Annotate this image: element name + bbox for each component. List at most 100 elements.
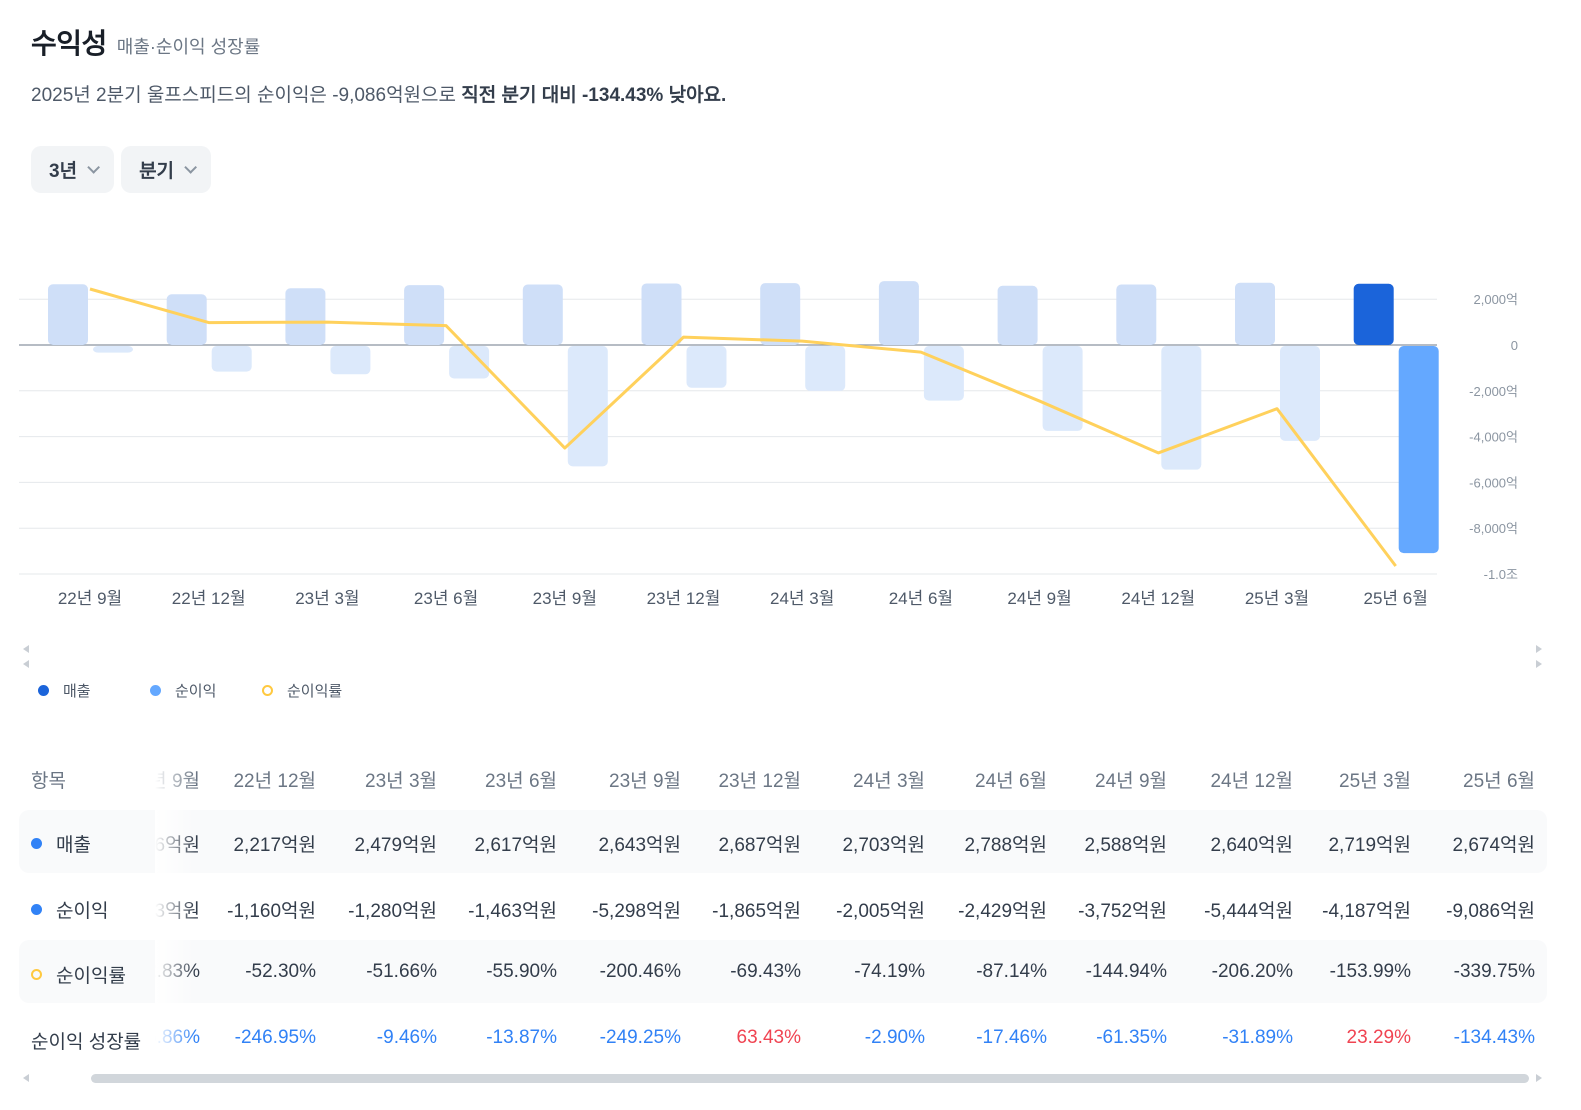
legend-margin-label: 순이익률 bbox=[287, 683, 343, 700]
table-cell: -339.75% bbox=[1453, 961, 1535, 982]
table-cell: -5,298억원 bbox=[592, 901, 681, 922]
table-horizontal-scrollbar[interactable] bbox=[91, 1074, 1529, 1083]
period-range-dropdown[interactable]: 3년 bbox=[31, 146, 115, 193]
table-cell: -4,187억원 bbox=[1322, 901, 1411, 922]
table-scroll-right-icon[interactable] bbox=[1536, 1074, 1542, 1082]
table-cell: -2.90% bbox=[864, 1027, 925, 1048]
summary-highlight: 직전 분기 대비 -134.43% 낮아요. bbox=[461, 85, 727, 106]
revenue-bar bbox=[522, 284, 563, 345]
y-tick-label: -1.0조 bbox=[1484, 567, 1518, 582]
table-header-cell: 23년 9월 bbox=[609, 771, 681, 792]
margin-row-label: 순이익률 bbox=[56, 966, 126, 987]
table-header-cell: 25년 6월 bbox=[1463, 771, 1535, 792]
chart-scroll-left-icon-2[interactable] bbox=[23, 660, 29, 668]
table-cell: -31.89% bbox=[1222, 1027, 1293, 1048]
net-income-bar bbox=[567, 346, 608, 467]
profitability-chart: 2,000억 0 -2,000억 -4,000억 -6,000억 -8,000억 -1.0조… bbox=[19, 281, 1519, 608]
table-cell: -1,280억원 bbox=[348, 901, 437, 922]
table-cell: -1,865억원 bbox=[712, 901, 801, 922]
table-cell: 2,617억원 bbox=[474, 835, 557, 856]
table-header-cell: 23년 12월 bbox=[718, 771, 801, 792]
filter-bar: 3년 분기 bbox=[31, 146, 212, 193]
table-cell: -51.66% bbox=[366, 961, 437, 982]
table-cell: -249.25% bbox=[599, 1027, 681, 1048]
table-cell: -3,752억원 bbox=[1078, 901, 1167, 922]
revenue-bar bbox=[997, 285, 1038, 345]
table-cell: -87.14% bbox=[976, 961, 1047, 982]
table-cell: 2,703억원 bbox=[842, 835, 925, 856]
net-income-bar bbox=[1398, 346, 1439, 554]
y-tick-label: 2,000억 bbox=[1474, 292, 1519, 307]
table-header-cell: 24년 9월 bbox=[1095, 771, 1167, 792]
section-subtitle: 매출·순이익 성장률 bbox=[116, 37, 261, 57]
revenue-bar bbox=[166, 294, 207, 345]
table-scroll-left-icon[interactable] bbox=[23, 1074, 29, 1082]
period-unit-dropdown[interactable]: 분기 bbox=[121, 146, 212, 193]
chart-scroll-right-icon[interactable] bbox=[1536, 645, 1542, 653]
x-tick-label: 25년 3월 bbox=[1245, 589, 1309, 608]
table-header-cell: 23년 6월 bbox=[485, 771, 557, 792]
table-cell: -13.87% bbox=[486, 1027, 557, 1048]
x-tick-label: 24년 6월 bbox=[889, 589, 953, 608]
x-tick-label: 22년 12월 bbox=[172, 589, 246, 608]
x-tick-label: 23년 9월 bbox=[533, 589, 597, 608]
revenue-bar bbox=[48, 284, 88, 345]
net-income-bar bbox=[1280, 346, 1320, 441]
table-cell: -200.46% bbox=[599, 961, 681, 982]
table-row-bg bbox=[19, 940, 1547, 1003]
table-cell: -74.19% bbox=[854, 961, 925, 982]
table-row-label-revenue: 매출 bbox=[31, 830, 91, 857]
net-income-bar bbox=[1161, 346, 1202, 470]
table-cell: -61.35% bbox=[1096, 1027, 1167, 1048]
table-cell: -9.46% bbox=[376, 1027, 437, 1048]
legend-revenue-label: 매출 bbox=[63, 683, 91, 700]
table-cell: -1,463억원 bbox=[468, 901, 557, 922]
y-tick-label: -8,000억 bbox=[1469, 521, 1518, 536]
net-income-row-label: 순이익 bbox=[56, 901, 109, 922]
x-tick-label: 24년 9월 bbox=[1007, 589, 1071, 608]
period-unit-label: 분기 bbox=[139, 161, 175, 182]
y-tick-label: -2,000억 bbox=[1469, 384, 1518, 399]
table-header-cell: 24년 6월 bbox=[975, 771, 1047, 792]
revenue-bar bbox=[285, 288, 326, 345]
chart-scroll-right-icon-2[interactable] bbox=[1536, 660, 1542, 668]
table-cell: -17.46% bbox=[976, 1027, 1047, 1048]
chevron-down-icon bbox=[184, 161, 198, 174]
chart-legend: 매출 순이익 순이익률 bbox=[38, 680, 374, 701]
legend-net-income-label: 순이익 bbox=[175, 683, 217, 700]
revenue-bar bbox=[1235, 282, 1275, 345]
y-tick-label: -6,000억 bbox=[1469, 475, 1518, 490]
revenue-bar bbox=[760, 283, 801, 345]
table-cell: -153.99% bbox=[1329, 961, 1411, 982]
table-header-cell: 24년 3월 bbox=[853, 771, 925, 792]
table-header-cell: 23년 3월 bbox=[365, 771, 437, 792]
revenue-bar bbox=[878, 281, 919, 345]
legend-net-income-dot-icon bbox=[150, 685, 161, 696]
table-cell: -1,160억원 bbox=[227, 901, 316, 922]
chevron-down-icon bbox=[87, 161, 101, 174]
table-cell: -246.95% bbox=[234, 1027, 316, 1048]
net-income-bar bbox=[330, 346, 371, 375]
table-cell: 2,719억원 bbox=[1328, 835, 1411, 856]
net-income-dot-icon bbox=[31, 904, 42, 915]
net-income-bar bbox=[686, 346, 727, 388]
table-cell: -52.30% bbox=[245, 961, 316, 982]
table-header-cell: 24년 12월 bbox=[1210, 771, 1293, 792]
chart-scroll-left-icon[interactable] bbox=[23, 645, 29, 653]
table-cell: -2,005억원 bbox=[836, 901, 925, 922]
revenue-bar bbox=[641, 283, 682, 345]
revenue-bar bbox=[1116, 284, 1157, 345]
y-tick-label: -4,000억 bbox=[1469, 430, 1518, 445]
table-cell: 2,674억원 bbox=[1452, 835, 1535, 856]
table-row-label-growth: 순이익 성장률 bbox=[31, 1027, 141, 1054]
table-cell: -55.90% bbox=[486, 961, 557, 982]
x-tick-label: 23년 3월 bbox=[295, 589, 359, 608]
x-tick-label: 25년 6월 bbox=[1364, 589, 1428, 608]
table-row-bg bbox=[19, 810, 1547, 873]
summary-prefix: 2025년 2분기 울프스피드의 순이익은 -9,086억원으로 bbox=[31, 85, 462, 106]
revenue-bar bbox=[404, 285, 445, 345]
table-cell: 2,640억원 bbox=[1210, 835, 1293, 856]
x-tick-label: 23년 12월 bbox=[647, 589, 721, 608]
